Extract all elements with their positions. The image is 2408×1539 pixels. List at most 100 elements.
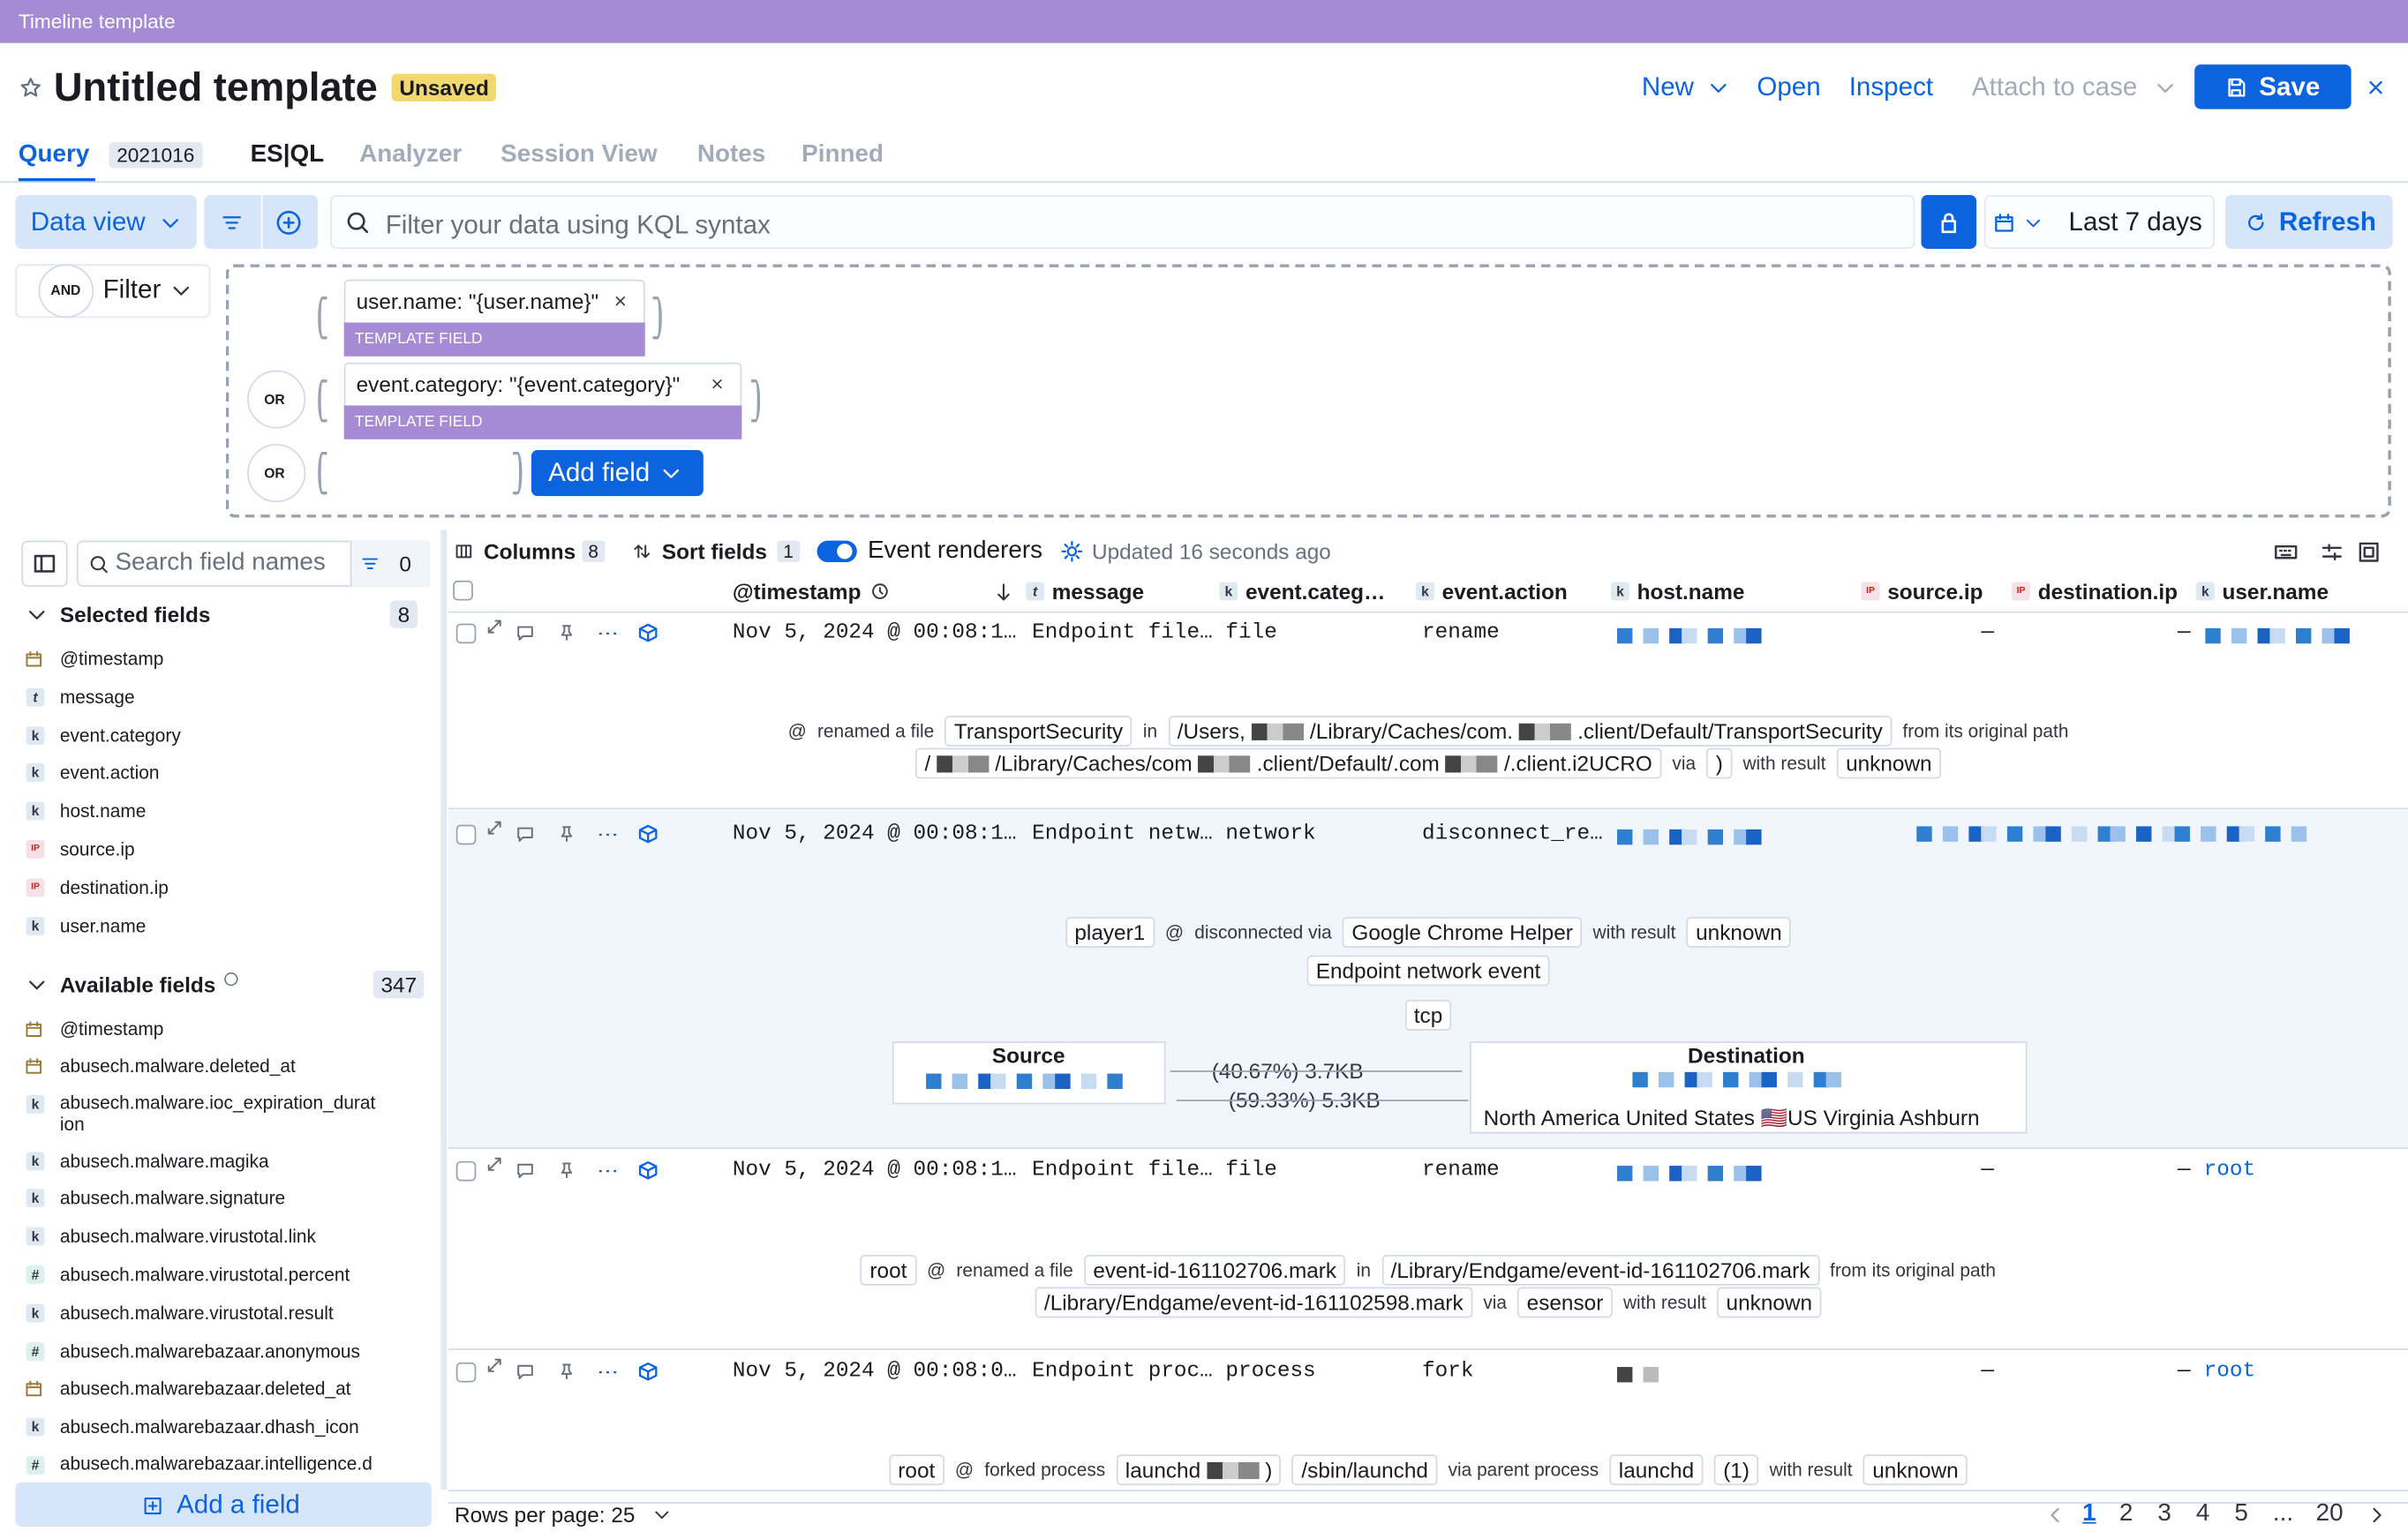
remove-icon[interactable]: [710, 376, 725, 391]
kql-input[interactable]: [330, 195, 1915, 249]
renderer-chip[interactable]: tcp: [1404, 1000, 1452, 1031]
field-name[interactable]: abusech.malware.signature: [59, 1187, 286, 1209]
column-header[interactable]: destination.ip: [2037, 579, 2178, 604]
renderer-chip[interactable]: Google Chrome Helper: [1342, 917, 1583, 948]
field-name[interactable]: event.category: [59, 724, 181, 747]
field-name[interactable]: abusech.malwarebazaar.deleted_at: [59, 1378, 351, 1400]
field-name[interactable]: @timestamp: [59, 1017, 164, 1040]
field-filter-button[interactable]: [350, 540, 431, 587]
expand-icon[interactable]: [485, 618, 504, 636]
more-icon[interactable]: [596, 621, 619, 644]
analyze-icon[interactable]: [637, 823, 658, 845]
sidebar-toggle[interactable]: [21, 540, 68, 587]
prev-page[interactable]: [2045, 1505, 2066, 1525]
renderer-chip[interactable]: root: [860, 1254, 916, 1286]
page-link[interactable]: 2: [2118, 1500, 2133, 1528]
field-name[interactable]: abusech.malwarebazaar.anonymous: [59, 1340, 360, 1363]
note-icon[interactable]: [516, 825, 535, 844]
renderer-chip[interactable]: ): [1706, 747, 1733, 779]
row-checkbox[interactable]: [455, 623, 477, 644]
renderer-chip[interactable]: launchd): [1116, 1454, 1282, 1486]
field-name[interactable]: abusech.malware.virustotal.percent: [59, 1264, 350, 1286]
add-field-label[interactable]: Add field: [548, 457, 651, 487]
field-name[interactable]: abusech.malware.ioc_expiration_duration: [59, 1092, 376, 1136]
open-button[interactable]: Open: [1757, 71, 1821, 101]
tab[interactable]: Query: [18, 141, 90, 168]
renderer-chip[interactable]: TransportSecurity: [944, 716, 1133, 747]
rows-per-page[interactable]: Rows per page: 25: [454, 1502, 636, 1528]
save-label[interactable]: Save: [2259, 71, 2321, 101]
tab[interactable]: Notes: [696, 141, 766, 168]
expand-icon[interactable]: [485, 1155, 504, 1174]
sort-button[interactable]: Sort fields: [661, 538, 767, 564]
tab[interactable]: Analyzer: [359, 141, 463, 168]
renderer-chip[interactable]: unknown: [1836, 747, 1942, 779]
row-checkbox[interactable]: [455, 1160, 477, 1182]
renderer-chip[interactable]: esensor: [1517, 1287, 1613, 1318]
new-button[interactable]: New: [1641, 71, 1695, 101]
page-link[interactable]: 3: [2157, 1500, 2171, 1528]
close-icon[interactable]: [2365, 77, 2386, 98]
field-name[interactable]: message: [59, 687, 135, 709]
renderer-chip[interactable]: unknown: [1686, 917, 1792, 948]
tab[interactable]: Session View: [500, 141, 658, 168]
renderer-chip[interactable]: unknown: [1862, 1454, 1968, 1486]
analyze-icon[interactable]: [637, 622, 658, 643]
add-a-field-label[interactable]: Add a field: [177, 1490, 300, 1520]
refresh-button[interactable]: [2224, 195, 2393, 249]
expand-icon[interactable]: [485, 1356, 504, 1375]
renderer-chip[interactable]: /Library/Endgame/event-id-161102598.mark: [1035, 1287, 1473, 1318]
page-link[interactable]: 4: [2195, 1500, 2210, 1528]
header-checkbox[interactable]: [453, 580, 473, 601]
row-checkbox[interactable]: [455, 824, 477, 845]
row-checkbox[interactable]: [455, 1362, 477, 1383]
more-icon[interactable]: [596, 1360, 619, 1383]
field-name[interactable]: abusech.malwarebazaar.intelligence.d: [59, 1453, 372, 1475]
column-header[interactable]: source.ip: [1887, 579, 1983, 604]
renderers-label[interactable]: Event renderers: [867, 537, 1043, 564]
columns-button[interactable]: Columns: [484, 538, 576, 564]
inspect-button[interactable]: Inspect: [1848, 71, 1934, 101]
field-name[interactable]: user.name: [59, 915, 147, 937]
column-header[interactable]: @timestamp: [732, 579, 862, 604]
field-name[interactable]: destination.ip: [59, 876, 169, 899]
analyze-icon[interactable]: [637, 1361, 658, 1382]
refresh-label[interactable]: Refresh: [2278, 206, 2377, 237]
pin-icon[interactable]: [558, 1363, 576, 1381]
pin-icon[interactable]: [558, 1161, 576, 1180]
date-picker[interactable]: [1983, 195, 2215, 249]
field-name[interactable]: event.action: [59, 762, 160, 784]
field-name[interactable]: @timestamp: [59, 648, 164, 670]
renderer-chip[interactable]: unknown: [1717, 1287, 1822, 1318]
renderer-chip[interactable]: / /Library/Caches/com .client/Default/.com…: [915, 747, 1662, 779]
renderer-chip[interactable]: root: [888, 1454, 944, 1486]
filter-label[interactable]: Filter: [102, 274, 162, 304]
field-name[interactable]: abusech.malware.virustotal.link: [59, 1225, 316, 1248]
column-header[interactable]: message: [1051, 579, 1145, 604]
renderer-chip[interactable]: event-id-161102706.mark: [1083, 1254, 1346, 1286]
field-name[interactable]: abusech.malware.deleted_at: [59, 1055, 296, 1077]
attach-button[interactable]: Attach to case: [1971, 71, 2138, 101]
column-header[interactable]: event.categ…: [1245, 579, 1386, 604]
note-icon[interactable]: [516, 624, 535, 642]
field-name[interactable]: host.name: [59, 800, 147, 822]
renderer-chip[interactable]: /Users, /Library/Caches/com. .client/Defau…: [1168, 716, 1893, 747]
save-button[interactable]: [2194, 64, 2352, 109]
field-name[interactable]: source.ip: [59, 838, 135, 860]
column-header[interactable]: event.action: [1441, 579, 1568, 604]
renderer-chip[interactable]: launchd: [1609, 1454, 1704, 1486]
next-page[interactable]: [2367, 1505, 2387, 1525]
column-header[interactable]: host.name: [1637, 579, 1745, 604]
page-link[interactable]: 20: [2315, 1500, 2344, 1528]
field-name[interactable]: abusech.malware.virustotal.result: [59, 1302, 334, 1325]
add-a-field-button[interactable]: [15, 1482, 432, 1528]
page-link[interactable]: 1: [2082, 1500, 2096, 1528]
note-icon[interactable]: [516, 1161, 535, 1180]
renderer-chip[interactable]: /sbin/launchd: [1291, 1454, 1438, 1486]
field-name[interactable]: abusech.malware.magika: [59, 1150, 269, 1173]
field-name[interactable]: abusech.malwarebazaar.dhash_icon: [59, 1415, 359, 1438]
tab[interactable]: ES|QL: [250, 141, 325, 168]
renderer-chip[interactable]: Endpoint network event: [1306, 955, 1550, 987]
renderer-chip[interactable]: player1: [1065, 917, 1155, 948]
renderer-chip[interactable]: (1): [1713, 1454, 1759, 1486]
